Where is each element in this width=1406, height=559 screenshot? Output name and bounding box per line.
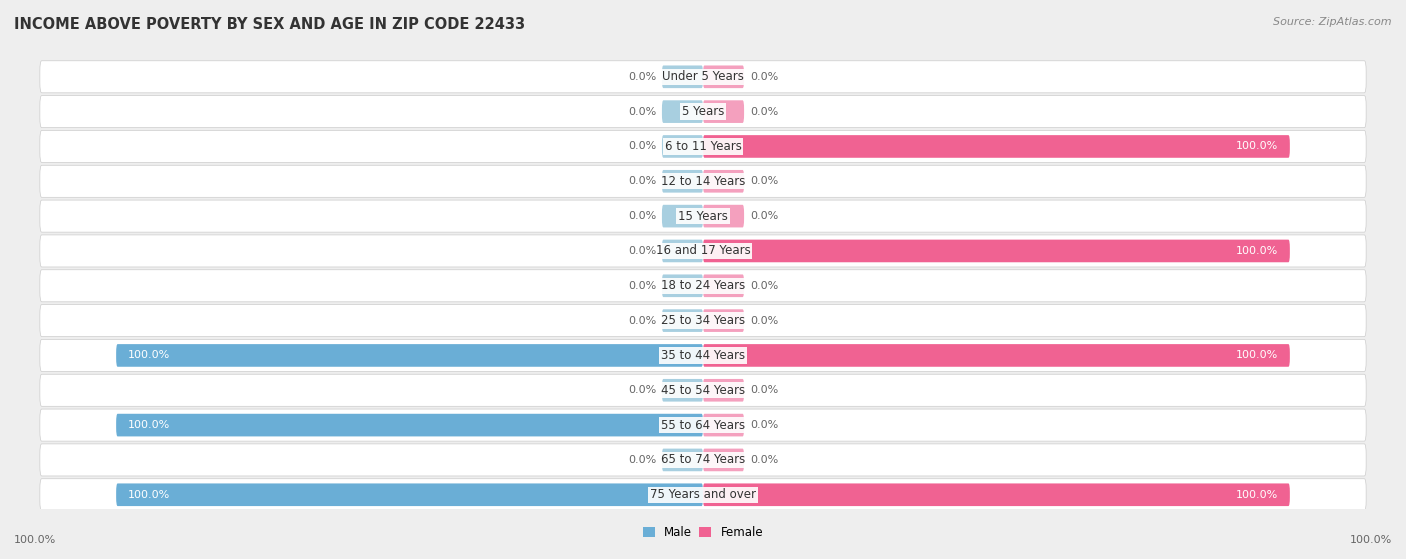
- Text: 100.0%: 100.0%: [1350, 535, 1392, 545]
- FancyBboxPatch shape: [117, 484, 703, 506]
- FancyBboxPatch shape: [117, 344, 703, 367]
- FancyBboxPatch shape: [39, 305, 1367, 337]
- FancyBboxPatch shape: [703, 65, 744, 88]
- FancyBboxPatch shape: [703, 135, 1289, 158]
- Text: 55 to 64 Years: 55 to 64 Years: [661, 419, 745, 432]
- Legend: Male, Female: Male, Female: [638, 521, 768, 543]
- FancyBboxPatch shape: [662, 135, 703, 158]
- FancyBboxPatch shape: [703, 240, 1289, 262]
- FancyBboxPatch shape: [662, 170, 703, 193]
- Text: 0.0%: 0.0%: [628, 316, 657, 325]
- Text: 0.0%: 0.0%: [628, 141, 657, 151]
- Text: 0.0%: 0.0%: [749, 316, 778, 325]
- Text: 12 to 14 Years: 12 to 14 Years: [661, 175, 745, 188]
- FancyBboxPatch shape: [662, 65, 703, 88]
- Text: 0.0%: 0.0%: [749, 455, 778, 465]
- Text: 6 to 11 Years: 6 to 11 Years: [665, 140, 741, 153]
- FancyBboxPatch shape: [703, 309, 744, 332]
- FancyBboxPatch shape: [39, 339, 1367, 372]
- Text: 0.0%: 0.0%: [749, 107, 778, 117]
- FancyBboxPatch shape: [703, 379, 744, 401]
- Text: 100.0%: 100.0%: [128, 490, 170, 500]
- FancyBboxPatch shape: [662, 205, 703, 228]
- Text: 0.0%: 0.0%: [628, 385, 657, 395]
- FancyBboxPatch shape: [39, 235, 1367, 267]
- FancyBboxPatch shape: [39, 479, 1367, 511]
- Text: 0.0%: 0.0%: [628, 107, 657, 117]
- FancyBboxPatch shape: [703, 100, 744, 123]
- Text: 0.0%: 0.0%: [749, 385, 778, 395]
- Text: 100.0%: 100.0%: [1236, 490, 1278, 500]
- FancyBboxPatch shape: [703, 484, 1289, 506]
- Text: 0.0%: 0.0%: [749, 176, 778, 186]
- Text: 0.0%: 0.0%: [628, 72, 657, 82]
- Text: Under 5 Years: Under 5 Years: [662, 70, 744, 83]
- FancyBboxPatch shape: [703, 205, 744, 228]
- Text: 100.0%: 100.0%: [1236, 246, 1278, 256]
- FancyBboxPatch shape: [703, 414, 744, 437]
- FancyBboxPatch shape: [662, 274, 703, 297]
- Text: 0.0%: 0.0%: [749, 420, 778, 430]
- FancyBboxPatch shape: [39, 61, 1367, 93]
- FancyBboxPatch shape: [662, 100, 703, 123]
- Text: 100.0%: 100.0%: [1236, 141, 1278, 151]
- Text: 100.0%: 100.0%: [128, 350, 170, 361]
- Text: 16 and 17 Years: 16 and 17 Years: [655, 244, 751, 258]
- FancyBboxPatch shape: [39, 200, 1367, 232]
- Text: 0.0%: 0.0%: [628, 281, 657, 291]
- FancyBboxPatch shape: [39, 444, 1367, 476]
- FancyBboxPatch shape: [703, 344, 1289, 367]
- Text: 0.0%: 0.0%: [628, 246, 657, 256]
- FancyBboxPatch shape: [662, 309, 703, 332]
- Text: 5 Years: 5 Years: [682, 105, 724, 118]
- FancyBboxPatch shape: [703, 170, 744, 193]
- Text: 65 to 74 Years: 65 to 74 Years: [661, 453, 745, 466]
- FancyBboxPatch shape: [662, 240, 703, 262]
- FancyBboxPatch shape: [39, 130, 1367, 163]
- Text: 0.0%: 0.0%: [628, 176, 657, 186]
- Text: 0.0%: 0.0%: [749, 281, 778, 291]
- FancyBboxPatch shape: [703, 274, 744, 297]
- Text: 100.0%: 100.0%: [128, 420, 170, 430]
- FancyBboxPatch shape: [703, 449, 744, 471]
- Text: 100.0%: 100.0%: [14, 535, 56, 545]
- Text: 0.0%: 0.0%: [628, 455, 657, 465]
- Text: INCOME ABOVE POVERTY BY SEX AND AGE IN ZIP CODE 22433: INCOME ABOVE POVERTY BY SEX AND AGE IN Z…: [14, 17, 526, 32]
- FancyBboxPatch shape: [662, 379, 703, 401]
- FancyBboxPatch shape: [39, 96, 1367, 127]
- FancyBboxPatch shape: [39, 409, 1367, 441]
- Text: 35 to 44 Years: 35 to 44 Years: [661, 349, 745, 362]
- Text: 0.0%: 0.0%: [628, 211, 657, 221]
- Text: 18 to 24 Years: 18 to 24 Years: [661, 280, 745, 292]
- FancyBboxPatch shape: [39, 270, 1367, 302]
- Text: Source: ZipAtlas.com: Source: ZipAtlas.com: [1274, 17, 1392, 27]
- FancyBboxPatch shape: [39, 374, 1367, 406]
- Text: 15 Years: 15 Years: [678, 210, 728, 222]
- Text: 25 to 34 Years: 25 to 34 Years: [661, 314, 745, 327]
- Text: 100.0%: 100.0%: [1236, 350, 1278, 361]
- FancyBboxPatch shape: [662, 449, 703, 471]
- Text: 75 Years and over: 75 Years and over: [650, 488, 756, 501]
- Text: 0.0%: 0.0%: [749, 72, 778, 82]
- FancyBboxPatch shape: [117, 414, 703, 437]
- Text: 0.0%: 0.0%: [749, 211, 778, 221]
- Text: 45 to 54 Years: 45 to 54 Years: [661, 384, 745, 397]
- FancyBboxPatch shape: [39, 165, 1367, 197]
